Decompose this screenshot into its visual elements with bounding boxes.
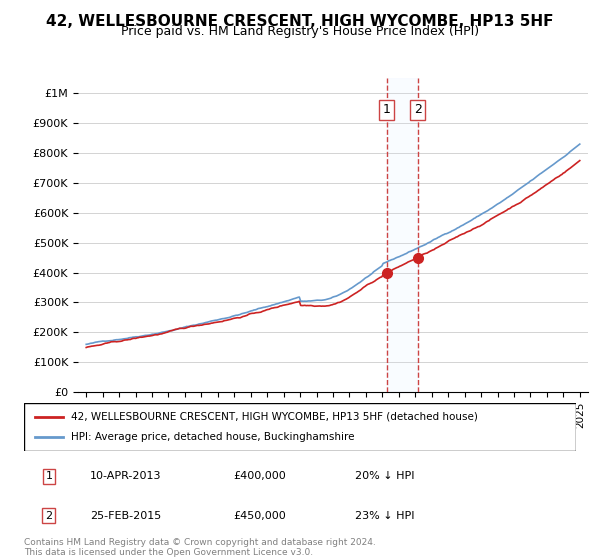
Text: £400,000: £400,000	[234, 472, 287, 482]
Text: HPI: Average price, detached house, Buckinghamshire: HPI: Average price, detached house, Buck…	[71, 432, 355, 442]
Text: 2: 2	[45, 511, 52, 521]
Text: 23% ↓ HPI: 23% ↓ HPI	[355, 511, 415, 521]
FancyBboxPatch shape	[24, 403, 576, 451]
Text: 25-FEB-2015: 25-FEB-2015	[90, 511, 161, 521]
Text: £450,000: £450,000	[234, 511, 287, 521]
Text: 1: 1	[46, 472, 52, 482]
Text: 20% ↓ HPI: 20% ↓ HPI	[355, 472, 415, 482]
Text: 10-APR-2013: 10-APR-2013	[90, 472, 162, 482]
Text: 42, WELLESBOURNE CRESCENT, HIGH WYCOMBE, HP13 5HF: 42, WELLESBOURNE CRESCENT, HIGH WYCOMBE,…	[46, 14, 554, 29]
Bar	[387, 78, 418, 392]
Text: 2: 2	[414, 103, 422, 116]
Text: 1: 1	[383, 103, 391, 116]
Text: Price paid vs. HM Land Registry's House Price Index (HPI): Price paid vs. HM Land Registry's House …	[121, 25, 479, 38]
Text: Contains HM Land Registry data © Crown copyright and database right 2024.
This d: Contains HM Land Registry data © Crown c…	[24, 538, 376, 557]
Text: 42, WELLESBOURNE CRESCENT, HIGH WYCOMBE, HP13 5HF (detached house): 42, WELLESBOURNE CRESCENT, HIGH WYCOMBE,…	[71, 412, 478, 422]
